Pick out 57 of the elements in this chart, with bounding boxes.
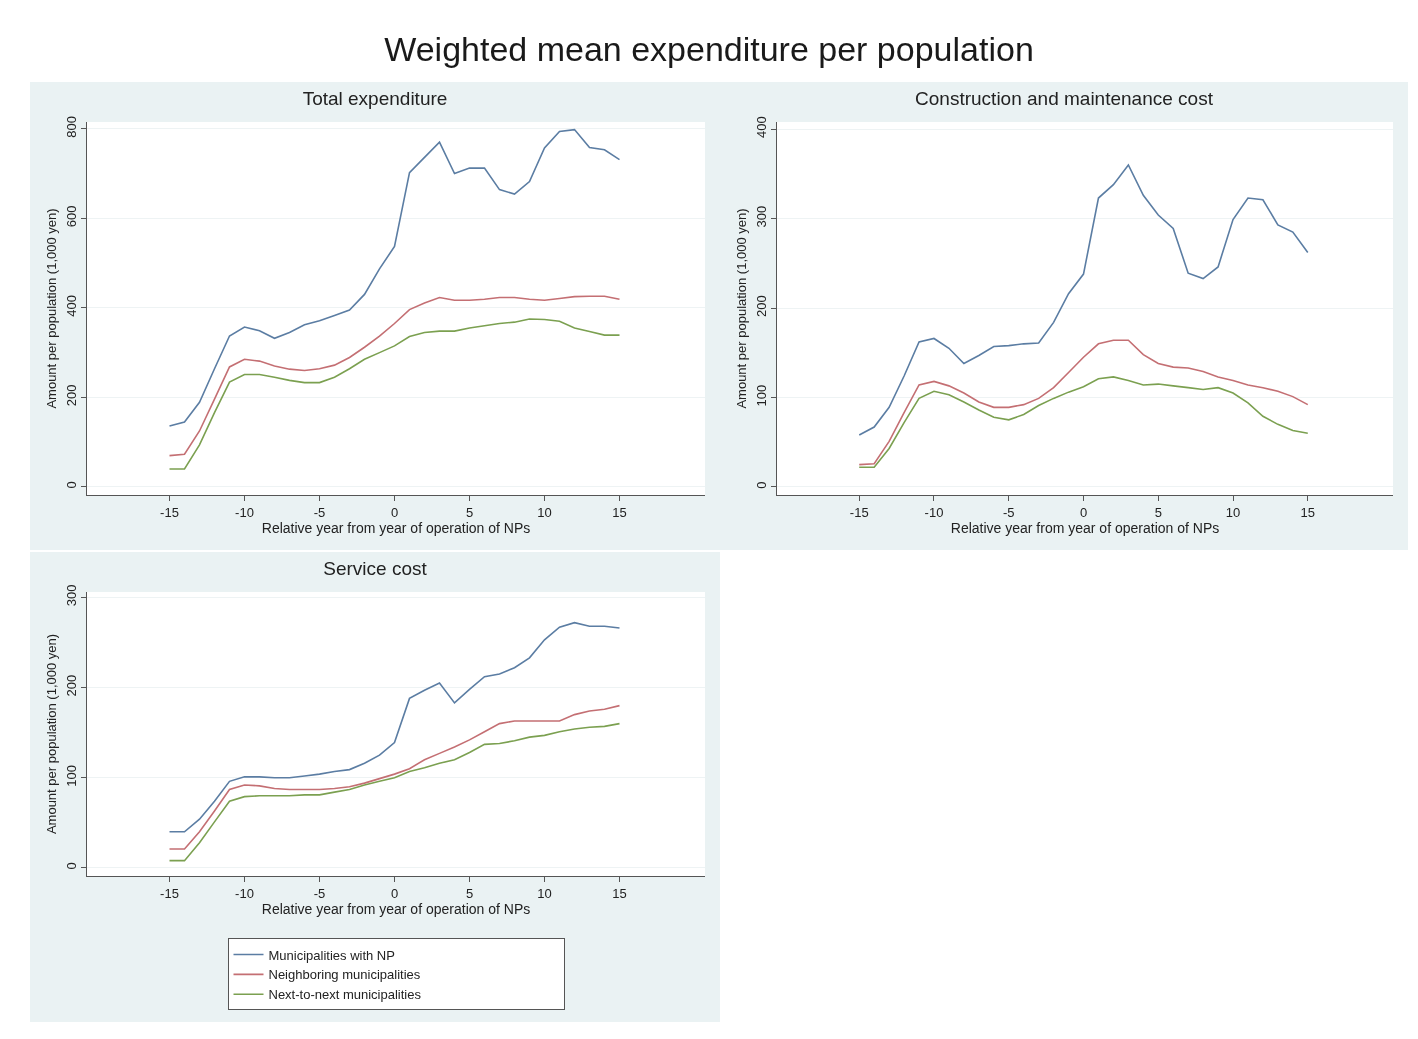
y-tick-label: 200 [63,384,79,407]
chart-title: Service cost [323,558,428,580]
x-tick-label: 15 [612,885,627,901]
x-tick-label: -10 [235,504,254,520]
x-tick-label: 10 [537,504,552,520]
x-tick-label: 15 [612,504,627,520]
x-tick-label: 5 [465,504,474,520]
y-tick-label: 200 [753,295,769,317]
x-tick-label: 5 [465,885,474,901]
x-tick-label: 0 [1079,504,1088,520]
y-tick-label: 600 [63,205,79,228]
y-axis-title: Amount per population (1,000 yen) [43,633,59,835]
x-tick-label: -15 [160,885,179,901]
x-axis-title: Relative year from year of operation of NPs [950,519,1220,536]
y-axis-title: Amount per population (1,000 yen) [733,208,749,409]
x-tick-label: 10 [537,885,552,901]
y-tick-label: 0 [63,862,79,870]
x-tick-label: -10 [924,504,944,520]
x-tick-label: -10 [235,885,254,901]
x-tick-label: -15 [849,504,869,520]
x-axis-title: Relative year from year of operation of NPs [261,519,531,536]
line-series [168,295,621,457]
y-tick-label: 300 [63,584,79,607]
x-tick-label: -5 [1002,504,1015,520]
line-series [168,621,621,833]
y-tick-label: 400 [753,116,769,139]
y-tick-label: 100 [63,764,79,787]
chart-title: Total expenditure [302,88,448,110]
x-tick-label: 5 [1154,504,1162,520]
line-series [858,164,1309,436]
x-tick-label: -15 [160,504,179,520]
legend-label: Municipalities with NP [268,947,395,963]
line-series [168,704,621,850]
text: Weighted mean expenditure per population [383,30,1035,69]
line-series [858,339,1309,466]
y-tick-label: 100 [753,384,769,407]
y-tick-label: 0 [753,481,769,489]
line-series [168,318,621,470]
y-tick-label: 800 [63,115,79,138]
line-series [168,722,621,862]
legend-label: Next-to-next municipalities [268,987,422,1003]
x-tick-label: -5 [313,885,326,901]
line-series [168,128,621,427]
line-series [858,376,1309,469]
y-tick-label: 300 [753,205,769,228]
x-tick-label: -5 [313,504,326,520]
legend-label: Neighboring municipalities [268,967,421,983]
y-tick-label: 0 [63,481,79,489]
x-tick-label: 15 [1300,504,1316,520]
y-tick-label: 400 [63,295,79,317]
x-axis-title: Relative year from year of operation of NPs [261,900,531,917]
x-tick-label: 0 [390,885,399,901]
x-tick-label: 10 [1225,504,1241,520]
y-tick-label: 200 [63,674,79,697]
x-tick-label: 0 [390,504,399,520]
chart-title: Construction and maintenance cost [915,88,1214,110]
y-axis-title: Amount per population (1,000 yen) [43,208,59,409]
